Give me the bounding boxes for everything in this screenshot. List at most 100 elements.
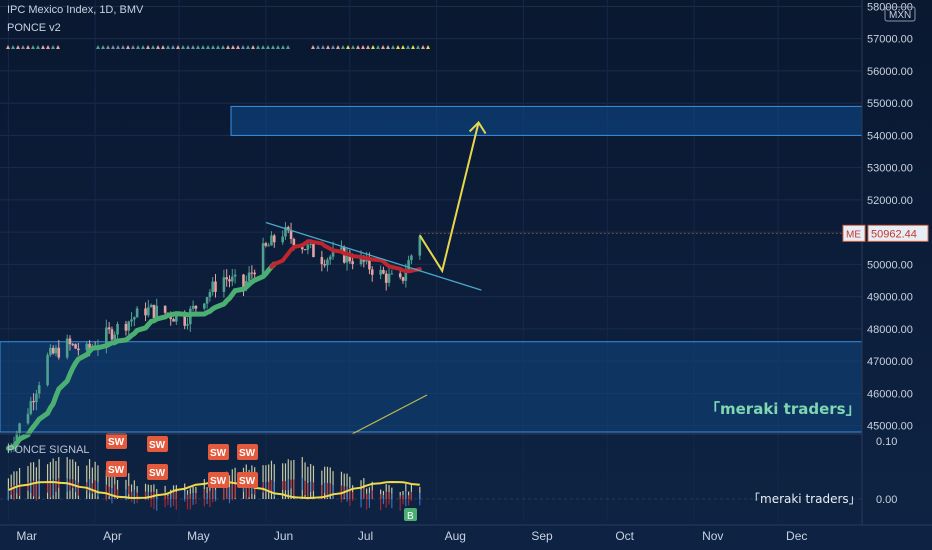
- signal-marker: [101, 45, 105, 49]
- signal-marker: [196, 45, 200, 49]
- month-label: Nov: [702, 529, 723, 543]
- month-label: Apr: [103, 529, 122, 543]
- signal-marker: [351, 45, 355, 49]
- candle-body: [51, 347, 55, 354]
- candle-body: [379, 269, 382, 275]
- symbol-title[interactable]: IPC Mexico Index, 1D, BMV: [7, 4, 144, 16]
- signal-marker: [126, 45, 130, 49]
- watermark-lower: 「meraki traders」: [748, 492, 861, 506]
- ponce-signal-panel[interactable]: SW SW SW SW SW SW SW SW B: [0, 433, 862, 522]
- lower-panel-title[interactable]: PONCE SIGNAL: [7, 444, 90, 456]
- candle-body: [133, 317, 136, 320]
- signal-marker: [396, 45, 400, 49]
- signal-marker: [211, 45, 215, 49]
- month-label: Mar: [16, 529, 37, 543]
- price-tick-label: 50000.00: [867, 259, 913, 271]
- candle-body: [401, 277, 405, 281]
- candle-body: [203, 303, 206, 309]
- candle-body: [407, 260, 410, 272]
- signal-marker: [391, 45, 395, 49]
- month-label: Sep: [531, 529, 553, 543]
- candle-body: [54, 347, 58, 354]
- ma-ribbon-down: [269, 239, 422, 274]
- signal-marker: [141, 45, 145, 49]
- candle-body: [149, 304, 153, 308]
- sw-badge: SW: [210, 448, 227, 459]
- candle-body: [281, 236, 284, 243]
- candle-body: [85, 343, 89, 351]
- sw-badge: SW: [149, 468, 166, 479]
- candle-body: [309, 243, 312, 245]
- sw-badge: SW: [239, 448, 256, 459]
- candle-body: [418, 236, 422, 256]
- signal-marker: [261, 45, 265, 49]
- candle-body: [124, 323, 128, 331]
- price-tick-label: 47000.00: [867, 356, 913, 368]
- candle-body: [384, 273, 388, 283]
- signal-marker: [181, 45, 185, 49]
- candle-body: [253, 272, 256, 275]
- sw-badge-bg: [147, 464, 168, 480]
- candle-body: [144, 308, 147, 316]
- candle-body: [116, 323, 119, 335]
- descending-trendline: [265, 221, 482, 291]
- sw-badge-bg: [106, 433, 127, 449]
- currency-box: [884, 6, 916, 22]
- candle-body: [303, 249, 307, 251]
- candle-body: [77, 348, 80, 351]
- signal-marker: [6, 45, 10, 49]
- signal-marker: [271, 45, 275, 49]
- signal-marker: [131, 45, 135, 49]
- signal-marker: [31, 45, 35, 49]
- signal-marker: [281, 45, 285, 49]
- candle-body: [127, 321, 131, 331]
- buy-marker: B: [407, 511, 414, 522]
- watermark-main: 「meraki traders」: [705, 400, 861, 418]
- projection-arrow-line: [418, 122, 480, 274]
- signal-marker: [226, 45, 230, 49]
- indicator-title[interactable]: PONCE v2: [7, 22, 61, 34]
- price-tick-label: 48000.00: [867, 324, 913, 336]
- candle-body: [175, 314, 178, 322]
- candle-body: [242, 274, 245, 288]
- last-price-value: 50962.44: [871, 228, 917, 240]
- sw-badge-bg: [237, 472, 258, 488]
- support-zone: [0, 341, 863, 433]
- candle-body: [328, 256, 332, 260]
- candle-body: [340, 247, 343, 250]
- candle-body: [15, 433, 19, 445]
- candle-body: [88, 343, 91, 350]
- candle-body: [292, 239, 296, 247]
- candle-body: [57, 347, 61, 358]
- signal-marker: [266, 45, 270, 49]
- signal-marker: [21, 45, 25, 49]
- signal-marker: [231, 45, 235, 49]
- candle-body: [71, 344, 75, 346]
- month-label: May: [187, 529, 210, 543]
- signal-marker: [41, 45, 45, 49]
- signal-marker: [311, 45, 315, 49]
- candle-body: [222, 277, 226, 292]
- candle-body: [130, 319, 133, 322]
- price-tick-label: 53000.00: [867, 163, 913, 175]
- candle-body: [387, 273, 391, 283]
- signal-marker: [136, 45, 140, 49]
- candle-body: [152, 304, 156, 318]
- signal-marker: [36, 45, 40, 49]
- signal-marker: [381, 45, 385, 49]
- month-label: Jul: [358, 529, 373, 543]
- candle-body: [208, 292, 212, 298]
- price-tick-label: 55000.00: [867, 98, 913, 110]
- signal-marker: [11, 45, 15, 49]
- price-tick-label: 46000.00: [867, 388, 913, 400]
- candle-body: [37, 385, 41, 394]
- signal-marker: [421, 45, 425, 49]
- overlay-layer: [5, 120, 862, 451]
- signal-marker: [286, 45, 290, 49]
- last-price-value-bg: [867, 224, 929, 242]
- price-tick-label: 52000.00: [867, 195, 913, 207]
- candle-body: [211, 281, 215, 293]
- candle-body: [261, 243, 265, 275]
